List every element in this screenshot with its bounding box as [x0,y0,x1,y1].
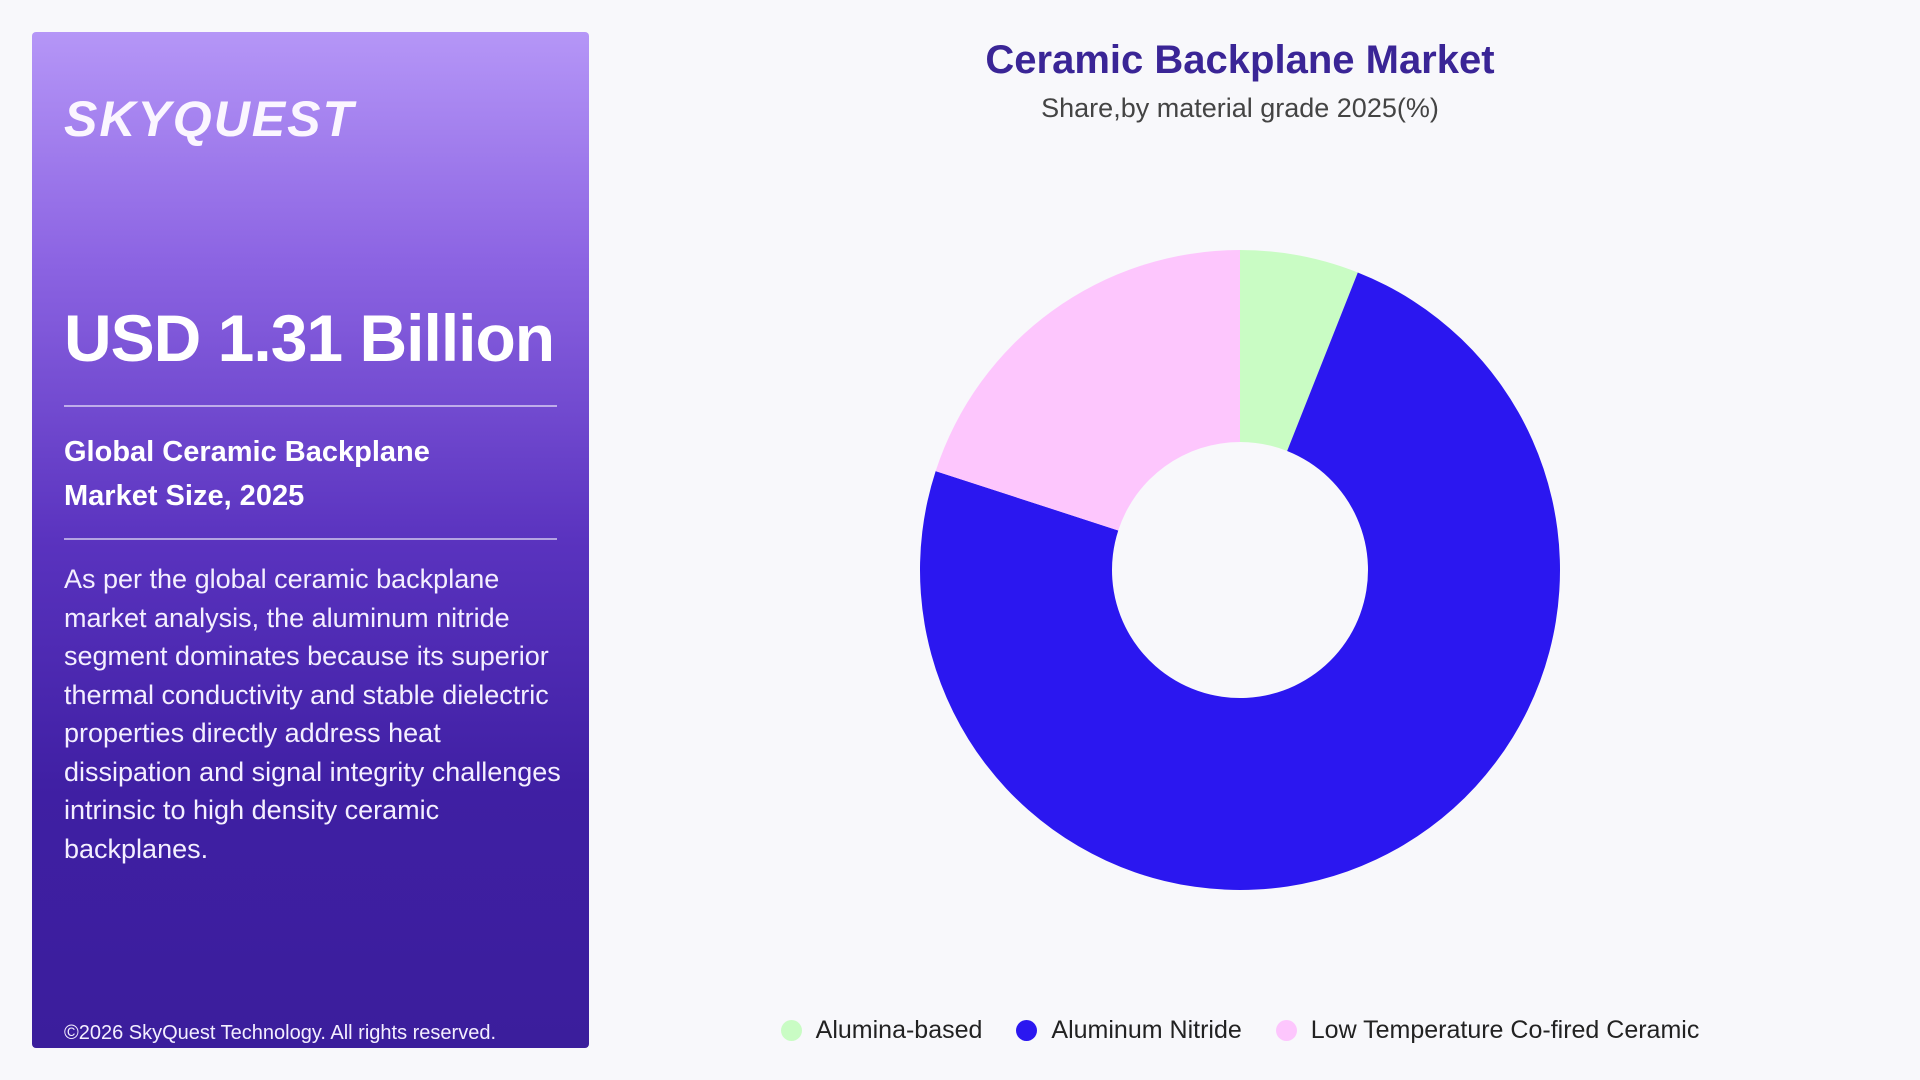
legend-item[interactable]: Low Temperature Co-fired Ceramic [1275,1016,1700,1045]
subtitle-line-2: Market Size, 2025 [64,480,305,512]
info-panel: SKYQUEST USD 1.31 Billion Global Ceramic… [32,32,589,1048]
skyquest-logo: SKYQUEST [64,91,356,147]
legend-label: Low Temperature Co-fired Ceramic [1310,1016,1700,1044]
donut-chart [920,250,1560,890]
market-size-subtitle: Global Ceramic Backplane Market Size, 20… [64,430,544,518]
copyright-notice: ©2026 SkyQuest Technology. All rights re… [64,1022,497,1044]
legend-swatch [1016,1020,1038,1041]
divider [64,405,557,407]
donut-slice-low-temperature-co-fired-ceramic[interactable] [935,250,1240,531]
legend-item[interactable]: Alumina-based [780,1016,983,1045]
chart-title: Ceramic Backplane Market [985,38,1495,82]
market-description: As per the global ceramic backplane mark… [64,564,561,864]
donut-slice-alumina-based[interactable] [1240,250,1358,451]
legend-label: Alumina-based [815,1016,983,1044]
legend-label: Aluminum Nitride [1051,1016,1242,1044]
chart-legend: Alumina-based Aluminum Nitride Low Tempera… [620,1016,1860,1045]
divider [64,538,557,540]
chart-subtitle: Share,by material grade 2025(%) [1041,93,1439,123]
legend-swatch [780,1020,802,1041]
subtitle-line-1: Global Ceramic Backplane [64,436,430,468]
market-value: USD 1.31 Billion [64,301,555,375]
legend-swatch [1275,1020,1297,1041]
donut-slice-aluminum-nitride[interactable] [920,272,1560,890]
legend-item[interactable]: Aluminum Nitride [1016,1016,1242,1045]
